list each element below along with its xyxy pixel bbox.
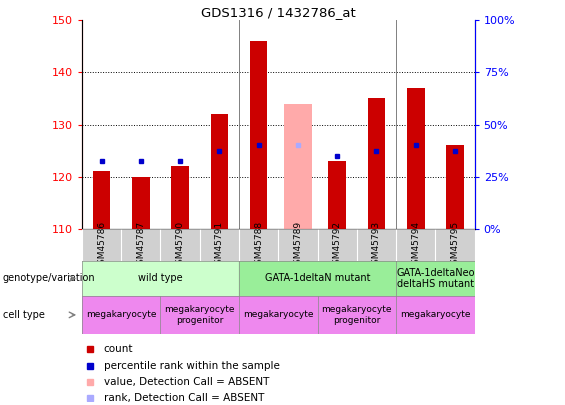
Text: GSM45791: GSM45791	[215, 220, 224, 270]
Text: GSM45786: GSM45786	[97, 220, 106, 270]
Bar	[368, 98, 385, 229]
Text: count: count	[103, 345, 133, 354]
Bar	[284, 104, 312, 229]
Bar	[250, 41, 267, 229]
Bar	[328, 161, 346, 229]
Bar	[318, 296, 396, 334]
Bar	[171, 166, 189, 229]
Bar	[211, 114, 228, 229]
Text: megakaryocyte: megakaryocyte	[400, 310, 471, 320]
Bar	[93, 171, 110, 229]
Text: GSM45795: GSM45795	[450, 220, 459, 270]
Bar	[435, 229, 475, 261]
Bar	[446, 145, 464, 229]
Text: GATA-1deltaN mutant: GATA-1deltaN mutant	[265, 273, 370, 283]
Text: megakaryocyte: megakaryocyte	[86, 310, 157, 320]
Bar	[82, 296, 160, 334]
Bar	[82, 261, 239, 296]
Bar	[239, 296, 318, 334]
Bar	[239, 229, 278, 261]
Bar	[132, 177, 150, 229]
Text: GSM45792: GSM45792	[333, 221, 342, 269]
Bar	[407, 88, 424, 229]
Text: GSM45793: GSM45793	[372, 220, 381, 270]
Bar	[396, 261, 475, 296]
Text: percentile rank within the sample: percentile rank within the sample	[103, 361, 280, 371]
Title: GDS1316 / 1432786_at: GDS1316 / 1432786_at	[201, 6, 355, 19]
Text: megakaryocyte
progenitor: megakaryocyte progenitor	[321, 305, 392, 324]
Bar	[160, 296, 239, 334]
Bar	[239, 261, 396, 296]
Bar	[200, 229, 239, 261]
Text: GSM45790: GSM45790	[176, 220, 185, 270]
Bar	[396, 296, 475, 334]
Text: GSM45789: GSM45789	[293, 220, 302, 270]
Text: genotype/variation: genotype/variation	[3, 273, 95, 283]
Text: GSM45787: GSM45787	[136, 220, 145, 270]
Text: cell type: cell type	[3, 310, 45, 320]
Text: GSM45788: GSM45788	[254, 220, 263, 270]
Text: wild type: wild type	[138, 273, 182, 283]
Bar	[82, 229, 121, 261]
Bar	[357, 229, 396, 261]
Text: rank, Detection Call = ABSENT: rank, Detection Call = ABSENT	[103, 393, 264, 403]
Bar	[396, 229, 435, 261]
Bar	[278, 229, 318, 261]
Text: megakaryocyte: megakaryocyte	[243, 310, 314, 320]
Bar	[318, 229, 357, 261]
Text: value, Detection Call = ABSENT: value, Detection Call = ABSENT	[103, 377, 269, 387]
Bar	[160, 229, 200, 261]
Text: GSM45794: GSM45794	[411, 221, 420, 269]
Text: GATA-1deltaNeo
deltaHS mutant: GATA-1deltaNeo deltaHS mutant	[396, 268, 475, 289]
Text: megakaryocyte
progenitor: megakaryocyte progenitor	[164, 305, 235, 324]
Bar	[121, 229, 160, 261]
